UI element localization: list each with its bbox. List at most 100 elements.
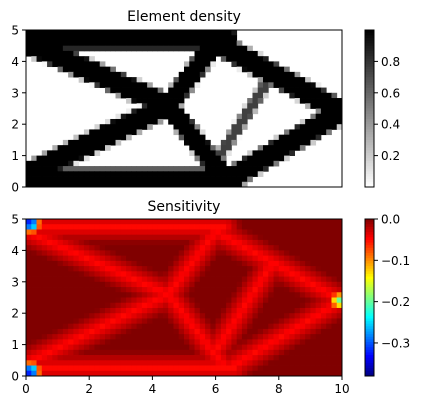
sensitivity-cell — [320, 370, 327, 377]
density-cell — [310, 87, 317, 94]
density-cell — [57, 30, 64, 36]
sensitivity-cell — [257, 250, 264, 257]
density-cell — [184, 171, 190, 177]
sensitivity-cell — [194, 297, 201, 304]
density-cell — [94, 181, 101, 188]
sensitivity-cell — [320, 234, 327, 241]
density-cell — [189, 176, 195, 183]
sensitivity-cell — [105, 292, 111, 298]
sensitivity-cell — [78, 344, 85, 351]
sensitivity-cell — [263, 349, 269, 356]
sensitivity-cell — [52, 360, 58, 366]
density-cell — [241, 181, 248, 188]
density-cell — [68, 56, 74, 62]
sensitivity-cell — [31, 323, 37, 330]
density-cell — [178, 129, 185, 136]
density-cell — [189, 40, 195, 47]
sensitivity-cell — [215, 328, 222, 335]
sensitivity-cell — [105, 355, 111, 361]
density-cell — [205, 61, 211, 68]
sensitivity-cell — [205, 229, 211, 236]
density-cell — [126, 87, 132, 94]
sensitivity-cell — [294, 229, 301, 236]
sensitivity-cell — [241, 323, 248, 330]
sensitivity-cell — [120, 334, 127, 340]
sensitivity-cell — [36, 281, 43, 288]
density-cell — [226, 50, 232, 57]
sensitivity-cell — [215, 318, 222, 325]
density-cell — [57, 181, 64, 188]
sensitivity-cell — [226, 297, 232, 304]
sensitivity-cell — [263, 229, 269, 236]
density-cell — [99, 30, 106, 36]
sensitivity-cell — [257, 224, 264, 230]
sensitivity-cell — [210, 219, 216, 225]
sensitivity-cell — [99, 250, 106, 257]
sensitivity-cell — [73, 302, 80, 309]
sensitivity-cell — [336, 360, 343, 366]
sensitivity-cell — [289, 339, 295, 345]
density-cell — [120, 134, 127, 141]
sensitivity-cell — [62, 266, 69, 272]
sensitivity-cell — [215, 370, 222, 377]
density-cell — [252, 50, 259, 57]
density-cell — [294, 71, 301, 78]
density-cell — [263, 71, 269, 78]
density-cell — [62, 61, 69, 68]
sensitivity-cell — [115, 255, 122, 262]
sensitivity-cell — [257, 245, 264, 251]
density-cell — [215, 166, 222, 172]
sensitivity-cell — [236, 370, 243, 377]
sensitivity-cell — [31, 344, 37, 351]
density-cell — [120, 77, 127, 83]
sensitivity-cell — [52, 276, 58, 283]
sensitivity-cell — [268, 365, 274, 372]
density-cell — [326, 124, 332, 130]
density-cell — [173, 108, 180, 115]
density-cell — [263, 56, 269, 62]
colorbar-segment — [365, 48, 374, 52]
density-cell — [252, 155, 259, 162]
sensitivity-cell — [36, 355, 43, 361]
sensitivity-cell — [36, 255, 43, 262]
sensitivity-cell — [110, 297, 116, 304]
density-cell — [83, 61, 90, 68]
sensitivity-cell — [226, 245, 232, 251]
sensitivity-cell — [168, 328, 174, 335]
density-cell — [199, 40, 206, 47]
colorbar-segment — [365, 229, 374, 233]
sensitivity-cell — [120, 239, 127, 246]
density-cell — [284, 150, 290, 156]
sensitivity-cell — [205, 276, 211, 283]
density-cell — [68, 181, 74, 188]
sensitivity-cell — [141, 334, 148, 340]
sensitivity-cell — [36, 219, 43, 225]
sensitivity-cell — [105, 287, 111, 293]
sensitivity-cell — [194, 313, 201, 319]
sensitivity-cell — [52, 302, 58, 309]
density-cell — [220, 176, 227, 183]
sensitivity-cell — [83, 245, 90, 251]
sensitivity-cell — [331, 266, 338, 272]
sensitivity-cell — [231, 287, 238, 293]
density-cell — [83, 181, 90, 188]
sensitivity-cell — [73, 334, 80, 340]
sensitivity-cell — [231, 276, 238, 283]
sensitivity-cell — [231, 297, 238, 304]
sensitivity-cell — [152, 334, 159, 340]
x-tick-label: 8 — [275, 382, 283, 396]
colorbar-segment — [365, 355, 374, 359]
colorbar-segment — [365, 132, 374, 136]
sensitivity-cell — [257, 313, 264, 319]
sensitivity-cell — [326, 245, 332, 251]
density-cell — [273, 160, 280, 167]
sensitivity-cell — [268, 250, 274, 257]
sensitivity-cell — [220, 344, 227, 351]
sensitivity-cell — [162, 287, 169, 293]
sensitivity-cell — [236, 276, 243, 283]
density-cell — [131, 92, 137, 99]
density-cell — [194, 171, 201, 177]
sensitivity-cell — [273, 255, 280, 262]
sensitivity-cell — [210, 292, 216, 298]
density-cell — [236, 66, 243, 73]
